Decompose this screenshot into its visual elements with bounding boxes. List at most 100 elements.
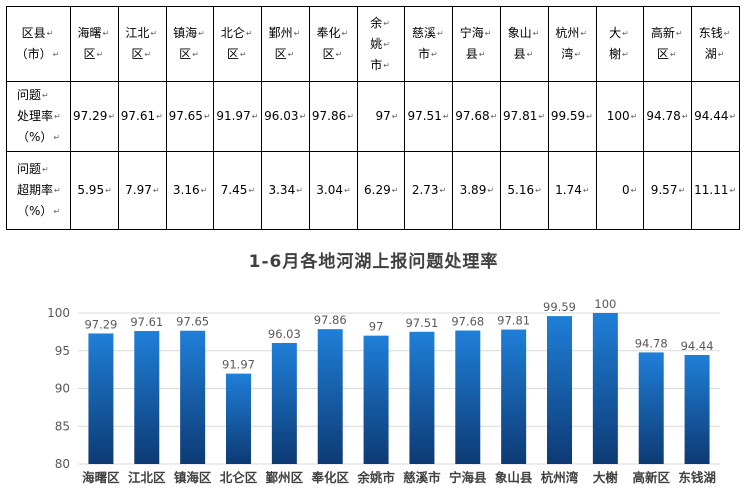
paragraph-mark: ↵: [343, 186, 351, 195]
y-tick-label: 100: [47, 306, 70, 320]
value-cell: 0↵: [595, 151, 645, 230]
paragraph-mark: ↵: [383, 18, 390, 28]
x-tick-label: 慈溪市: [403, 470, 441, 485]
district-name: 宁海: [459, 26, 484, 40]
cell-value: 2.73: [411, 183, 439, 197]
bar: [638, 352, 664, 464]
cell-value: 3.89: [459, 183, 487, 197]
bar: [226, 373, 251, 464]
value-cell: 100↵: [595, 81, 645, 152]
cell-value: 3.16: [172, 183, 200, 197]
paragraph-mark: ↵: [622, 29, 629, 38]
bar: [547, 316, 572, 464]
paragraph-mark: ↵: [478, 50, 486, 59]
header-cell: 区县↵ （市）↵: [6, 6, 71, 82]
paragraph-mark: ↵: [54, 186, 61, 195]
cell-value: 9.57: [650, 183, 678, 197]
cell-value: 97: [375, 109, 391, 123]
district-header-cell: 鄞州↵ 区↵: [261, 6, 310, 82]
district-header-cell: 慈溪↵ 市↵: [404, 6, 454, 82]
value-cell: 97.81↵: [500, 81, 549, 152]
x-tick-label: 鄞州区: [266, 470, 304, 485]
data-label: 97.81: [497, 314, 530, 328]
paragraph-mark: ↵: [582, 186, 590, 195]
row-label-cell: 问题↵ 超期率↵ （%）↵: [6, 151, 71, 230]
district-name: 北仑: [220, 26, 245, 40]
bar: [409, 331, 435, 464]
paragraph-mark: ↵: [54, 112, 61, 121]
cell-value: 97.65: [168, 109, 203, 123]
value-cell: 99.59↵: [547, 81, 597, 152]
district-name: 奉化: [316, 26, 341, 40]
district-name: 余: [370, 15, 383, 30]
cell-value: 91.97: [216, 109, 251, 123]
cell-value: 5.95: [77, 183, 105, 197]
value-cell: 7.97↵: [117, 151, 167, 230]
paragraph-mark: ↵: [152, 186, 160, 195]
bar: [455, 330, 481, 464]
table-row: 问题↵ 超期率↵ （%）↵ 5.95↵ 7.97↵ 3.16↵ 7.45↵ 3.34↵ 3.04…: [6, 151, 740, 230]
paragraph-mark: ↵: [46, 29, 54, 38]
district-header-cell: 镇海↵ 区↵: [165, 6, 215, 82]
paragraph-mark: ↵: [42, 91, 49, 100]
paragraph-mark: ↵: [487, 186, 495, 195]
paragraph-mark: ↵: [669, 50, 677, 59]
data-label: 96.03: [268, 327, 301, 341]
row-label: （%）: [17, 130, 53, 144]
paragraph-mark: ↵: [251, 112, 259, 121]
paragraph-mark: ↵: [729, 186, 737, 195]
x-tick-label: 东钱湖: [678, 470, 716, 485]
chart-title: 1-6月各地河湖上报问题处理率: [248, 252, 499, 272]
x-tick-label: 宁海县: [449, 470, 487, 485]
paragraph-mark: ↵: [391, 186, 399, 195]
district-name: 市: [418, 47, 431, 61]
data-label: 91.97: [222, 358, 255, 372]
district-name: 区: [226, 47, 239, 61]
data-label: 97.65: [176, 315, 209, 329]
paragraph-mark: ↵: [296, 186, 303, 195]
data-label: 97.86: [314, 313, 347, 327]
paragraph-mark: ↵: [622, 50, 629, 59]
district-name: 高新: [650, 26, 675, 40]
district-name: 海曙: [77, 26, 102, 40]
bar: [501, 329, 527, 464]
y-tick-label: 90: [55, 382, 70, 396]
data-label: 94.78: [635, 336, 668, 350]
header-label: 区县: [21, 26, 46, 40]
paragraph-mark: ↵: [383, 39, 390, 49]
district-name: 区: [179, 47, 192, 61]
x-tick-label: 北仑区: [220, 470, 258, 485]
paragraph-mark: ↵: [678, 186, 686, 195]
bar: [134, 331, 160, 464]
cell-value: 7.45: [220, 183, 248, 197]
paragraph-mark: ↵: [490, 112, 498, 121]
value-cell: 97.65↵: [165, 81, 215, 152]
district-name: 湖: [704, 47, 717, 61]
paragraph-mark: ↵: [437, 29, 444, 38]
value-cell: 3.34↵: [261, 151, 310, 230]
district-name: 区: [322, 47, 335, 61]
district-name: 东钱: [698, 26, 723, 40]
district-name: 鄞州: [268, 26, 293, 40]
paragraph-mark: ↵: [96, 50, 104, 59]
value-cell: 11.11↵: [691, 151, 740, 230]
paragraph-mark: ↵: [535, 186, 542, 195]
cell-value: 97.51: [407, 109, 442, 123]
paragraph-mark: ↵: [586, 112, 593, 121]
paragraph-mark: ↵: [729, 112, 737, 121]
cell-value: 97.81: [503, 109, 538, 123]
paragraph-mark: ↵: [52, 50, 60, 59]
row-label: 问题: [17, 88, 42, 102]
paragraph-mark: ↵: [200, 186, 208, 195]
data-label: 97.68: [451, 315, 484, 329]
paragraph-mark: ↵: [287, 50, 295, 59]
district-name: 湾: [561, 47, 574, 61]
paragraph-mark: ↵: [108, 112, 116, 121]
paragraph-mark: ↵: [102, 29, 110, 38]
paragraph-mark: ↵: [675, 29, 683, 38]
value-cell: 91.97↵: [213, 81, 263, 152]
district-name: 榭: [609, 47, 622, 61]
cell-value: 99.59: [550, 109, 586, 123]
data-label: 97.61: [130, 315, 163, 329]
cell-value: 1.74: [555, 183, 582, 197]
